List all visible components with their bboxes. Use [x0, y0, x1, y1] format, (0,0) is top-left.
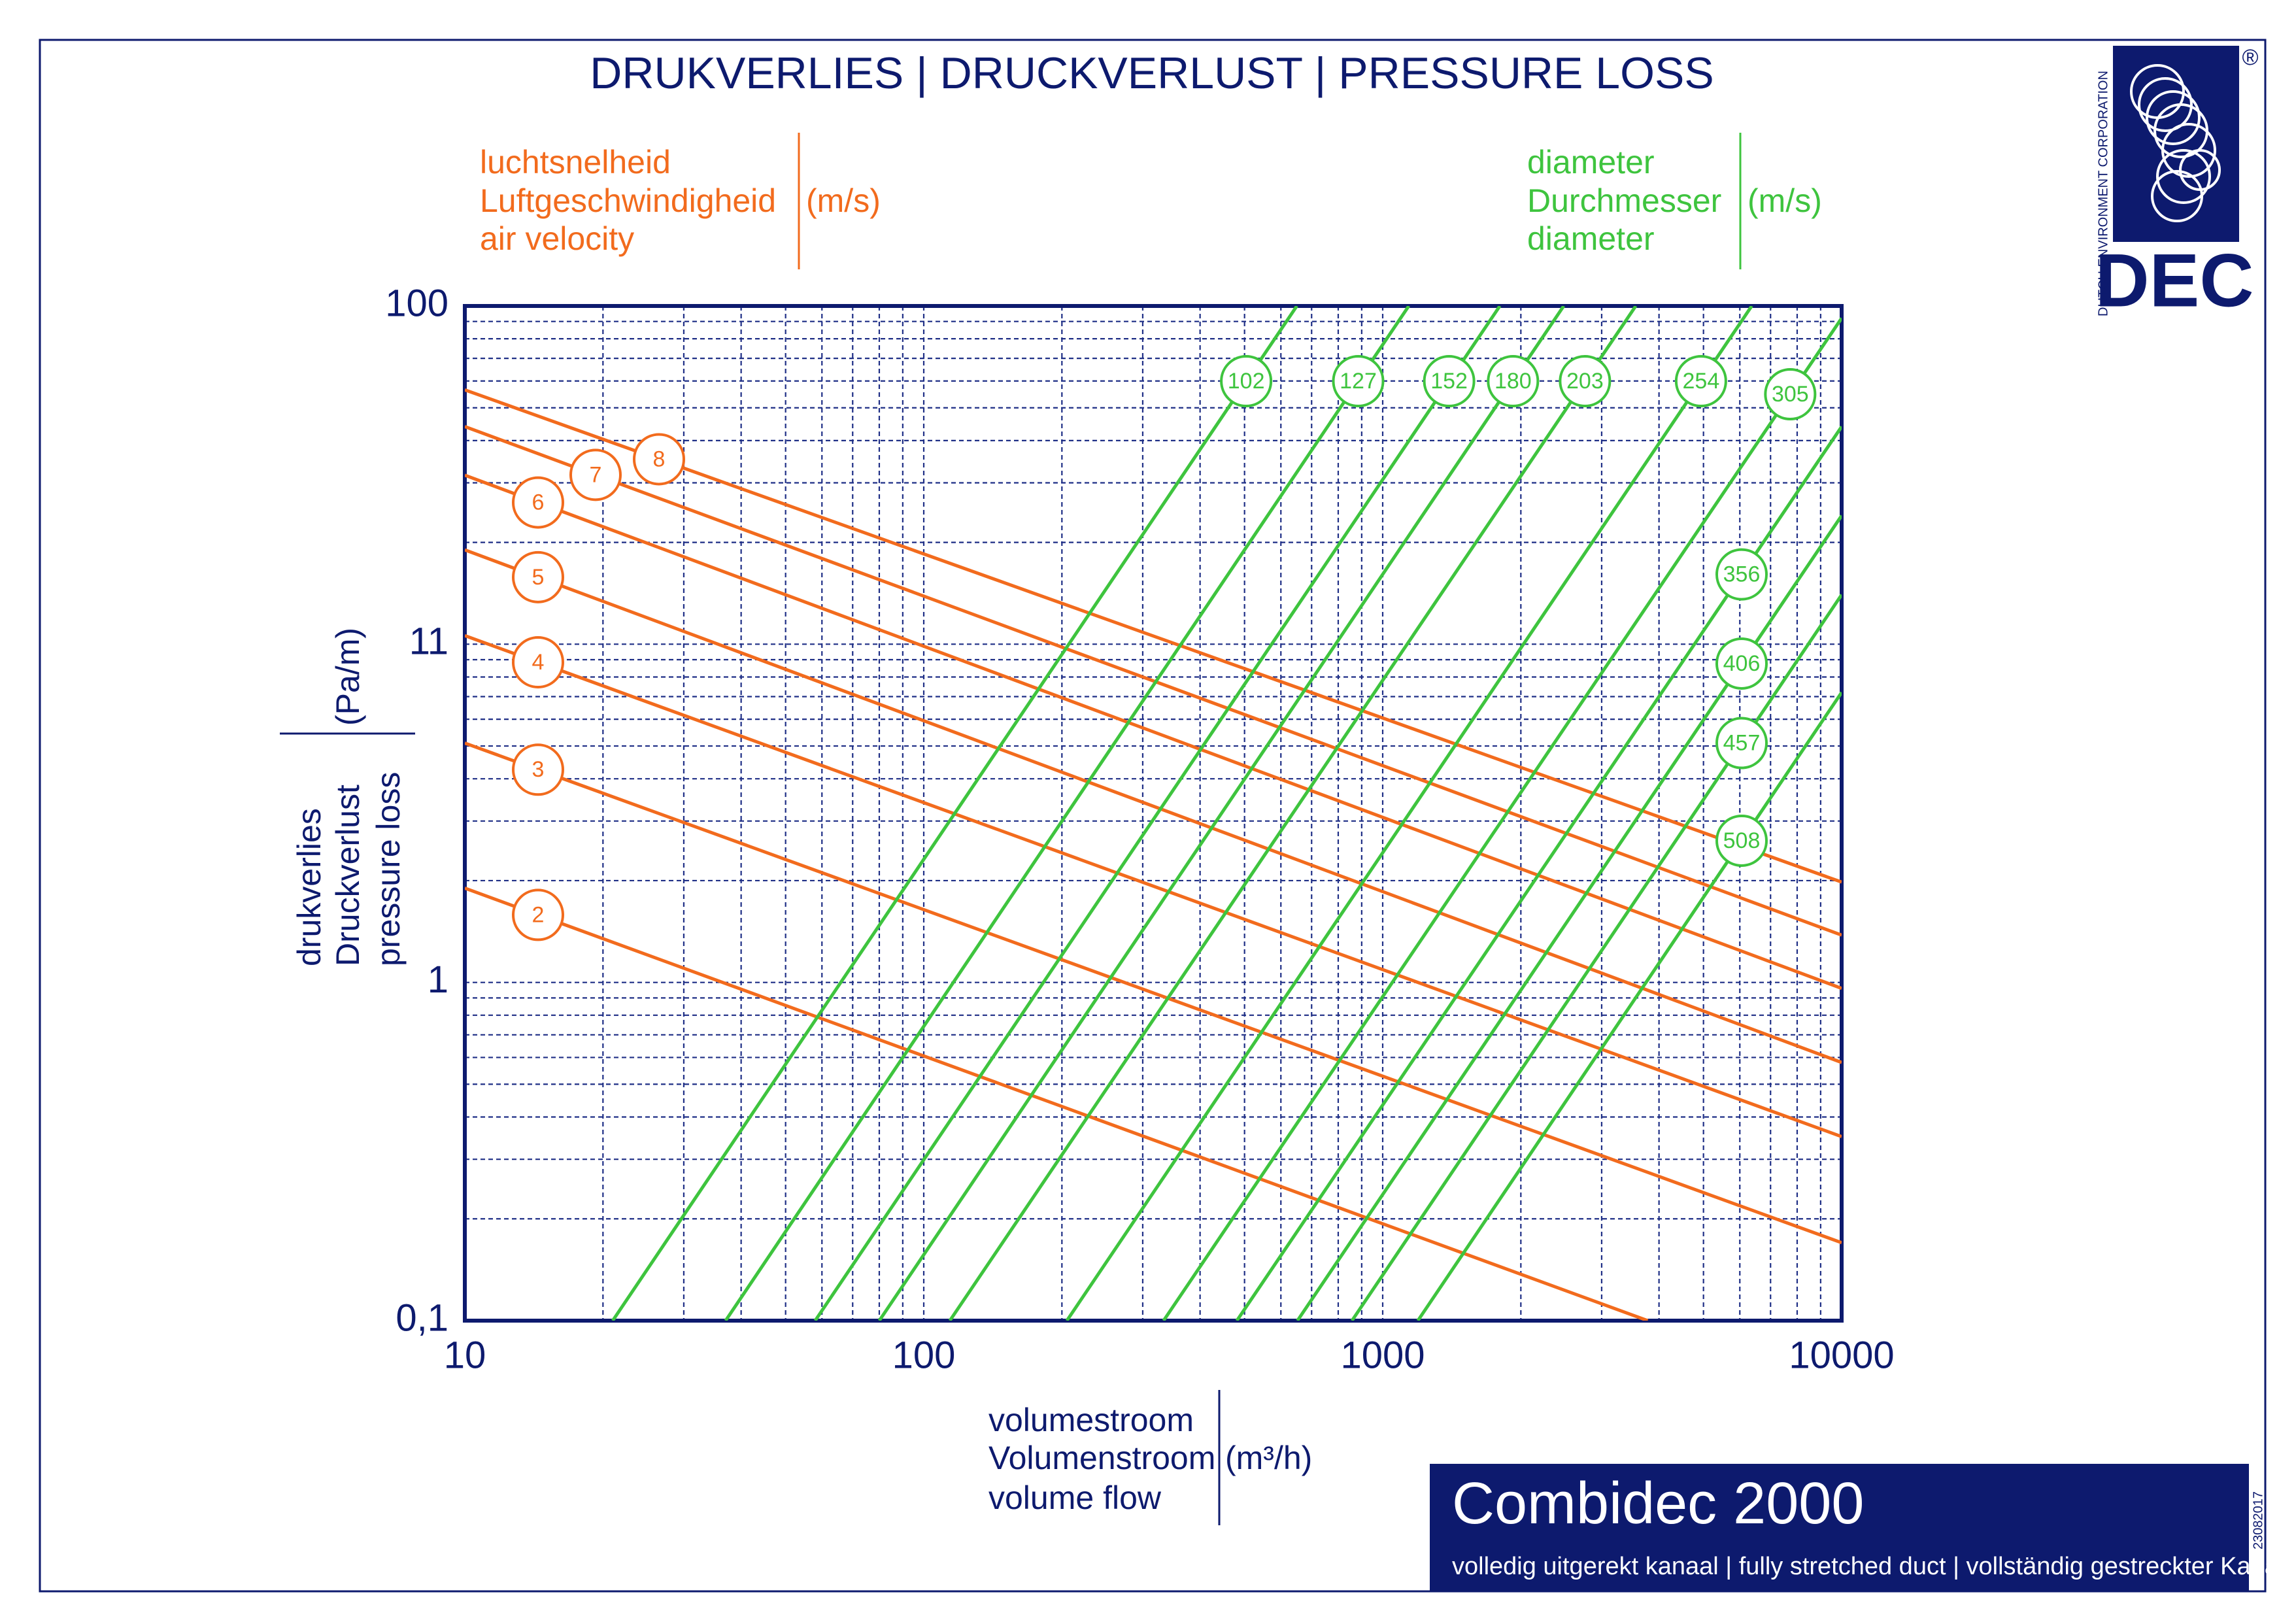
velocity-line [465, 887, 1649, 1321]
logo-mark: ® [2242, 45, 2258, 70]
line-label: 457 [1723, 731, 1761, 756]
velocity-line [465, 741, 1842, 1245]
line-label-circle [633, 433, 685, 486]
diameter-line [1296, 515, 1842, 1321]
x-tick-label: 100 [892, 1334, 956, 1376]
diameter-line [813, 306, 1502, 1321]
velocity-line [465, 473, 1842, 990]
x-tick-label: 10000 [1789, 1334, 1894, 1376]
line-label: 6 [532, 490, 545, 515]
diameter-line [1065, 306, 1753, 1321]
velocity-unit: (m/s) [806, 182, 881, 219]
line-label-circle [1715, 637, 1768, 690]
velocity-line [465, 634, 1842, 1138]
line-label: 2 [532, 902, 545, 927]
line-label-circle [1715, 717, 1768, 770]
diameter-line [1162, 317, 1842, 1321]
line-label: 305 [1772, 382, 1809, 407]
y-axis-unit: (Pa/m) [329, 628, 366, 726]
line-label-circle [1715, 814, 1768, 867]
velocity-label: Luftgeschwindigheid [480, 182, 776, 219]
line-label-circle [1423, 355, 1476, 407]
x-axis-label: volumestroom [988, 1402, 1194, 1438]
line-label-circle [512, 476, 564, 529]
y-tick-label: 1 [428, 958, 448, 1001]
logo-tagline: DUTCH ENVIRONMENT CORPORATION [2096, 71, 2110, 316]
y-tick-label: 11 [409, 620, 448, 663]
x-axis-label: Volumenstroom [988, 1440, 1215, 1476]
diameter-label: diameter [1527, 144, 1655, 180]
line-label: 508 [1723, 828, 1761, 853]
velocity-line [465, 425, 1842, 937]
line-label-circle [1487, 355, 1540, 407]
line-label-circle [569, 448, 622, 501]
line-label: 203 [1566, 369, 1604, 394]
diameter-line [948, 306, 1638, 1321]
product-name: Combidec 2000 [1452, 1471, 1864, 1536]
line-label-circle [512, 635, 564, 688]
logo-spiral [2130, 64, 2221, 222]
velocity-line [465, 388, 1842, 884]
diameter-unit: (m/s) [1747, 182, 1822, 219]
line-label: 356 [1723, 562, 1761, 587]
x-axis-unit: (m³/h) [1225, 1440, 1312, 1476]
y-axis-label: Druckverlust [329, 785, 366, 966]
y-axis-label: pressure loss [370, 772, 407, 966]
line-label-circle [1559, 355, 1612, 407]
line-label: 7 [590, 462, 602, 487]
line-label: 254 [1683, 369, 1720, 394]
velocity-line [465, 548, 1842, 1064]
line-label: 8 [653, 447, 666, 471]
y-tick-label: 100 [385, 282, 448, 324]
chart-title: DRUKVERLIES | DRUCKVERLUST | PRESSURE LO… [590, 48, 1714, 98]
line-label: 127 [1340, 369, 1377, 394]
product-subtitle: volledig uitgerekt kanaal | fully stretc… [1452, 1553, 2284, 1580]
line-label-circle [1674, 355, 1727, 407]
y-axis-label: drukverlies [291, 808, 328, 966]
line-label: 180 [1494, 369, 1532, 394]
line-label-circle [512, 550, 564, 603]
product-code: 23082017 [2251, 1491, 2265, 1549]
x-tick-label: 1000 [1340, 1334, 1425, 1376]
line-label-circle [1332, 355, 1385, 407]
x-axis-label: volume flow [988, 1480, 1162, 1516]
line-label: 102 [1228, 369, 1265, 394]
line-label-circle [512, 888, 564, 941]
velocity-label: air velocity [480, 220, 634, 257]
line-label: 3 [532, 757, 545, 782]
line-label-circle [512, 743, 564, 796]
product-box [1430, 1464, 2249, 1591]
line-label-circle [1220, 355, 1273, 407]
line-label: 406 [1723, 651, 1761, 676]
logo: DEC DUTCH ENVIRONMENT CORPORATION ® [2095, 45, 2259, 322]
plot-frame [463, 304, 1844, 1323]
y-tick-label: 0,1 [396, 1296, 448, 1339]
logo-text: DEC [2095, 239, 2254, 322]
diameter-line [1416, 691, 1842, 1321]
diameter-line [1350, 594, 1842, 1321]
line-label: 152 [1430, 369, 1468, 394]
diameter-line [724, 306, 1410, 1321]
line-label-circle [1715, 548, 1768, 601]
diameter-line [877, 306, 1565, 1321]
diameter-line [611, 306, 1298, 1321]
velocity-label: luchtsnelheid [480, 144, 671, 180]
diameter-label: diameter [1527, 220, 1655, 257]
line-label: 5 [532, 565, 545, 590]
line-label-circle [1764, 368, 1817, 420]
line-label: 4 [532, 650, 545, 675]
lines [465, 306, 1842, 1321]
diameter-label: Durchmesser [1527, 182, 1721, 219]
x-tick-label: 10 [444, 1334, 486, 1376]
page-border [39, 39, 2267, 1593]
